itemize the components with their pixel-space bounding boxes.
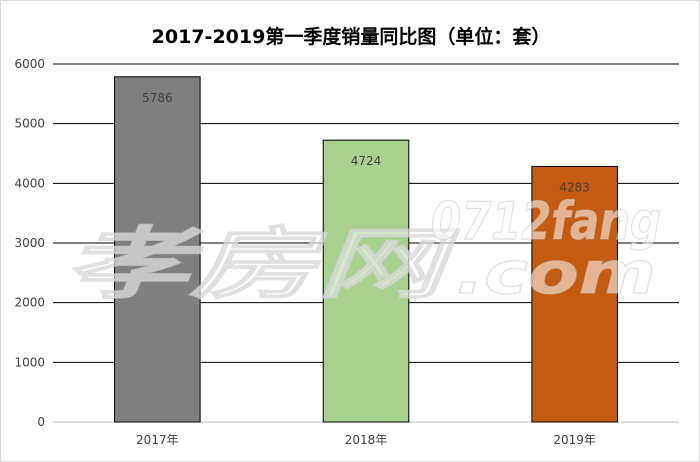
y-axis-ticks: 0 1000 2000 3000 4000 5000 6000 bbox=[14, 57, 45, 429]
watermark-site: 0712fang bbox=[431, 192, 661, 252]
watermark-domain: .com bbox=[456, 239, 656, 307]
data-label: 4724 bbox=[351, 154, 382, 168]
y-tick-label: 1000 bbox=[14, 355, 45, 369]
x-category-label: 2019年 bbox=[553, 433, 596, 447]
chart-title: 2017-2019第一季度销量同比图（单位：套） bbox=[152, 25, 551, 48]
watermark: 孝房网 0712fang .com bbox=[62, 191, 661, 310]
y-tick-label: 6000 bbox=[14, 57, 45, 71]
data-label: 5786 bbox=[142, 91, 173, 105]
y-tick-label: 0 bbox=[37, 415, 45, 429]
x-category-label: 2017年 bbox=[136, 433, 179, 447]
data-label: 4283 bbox=[559, 180, 590, 194]
data-labels: 5786 4724 4283 bbox=[142, 91, 590, 195]
bar bbox=[322, 139, 410, 423]
y-tick-label: 3000 bbox=[14, 236, 45, 250]
y-tick-label: 2000 bbox=[14, 296, 45, 310]
bar bbox=[114, 76, 201, 423]
bars bbox=[114, 76, 618, 423]
x-category-label: 2018年 bbox=[345, 433, 388, 447]
bar bbox=[531, 165, 618, 423]
y-tick-label: 4000 bbox=[14, 176, 45, 190]
y-tick-label: 5000 bbox=[14, 117, 45, 131]
x-axis-categories: 2017年 2018年 2019年 bbox=[136, 433, 596, 447]
watermark-logo: 孝房网 bbox=[63, 220, 461, 310]
